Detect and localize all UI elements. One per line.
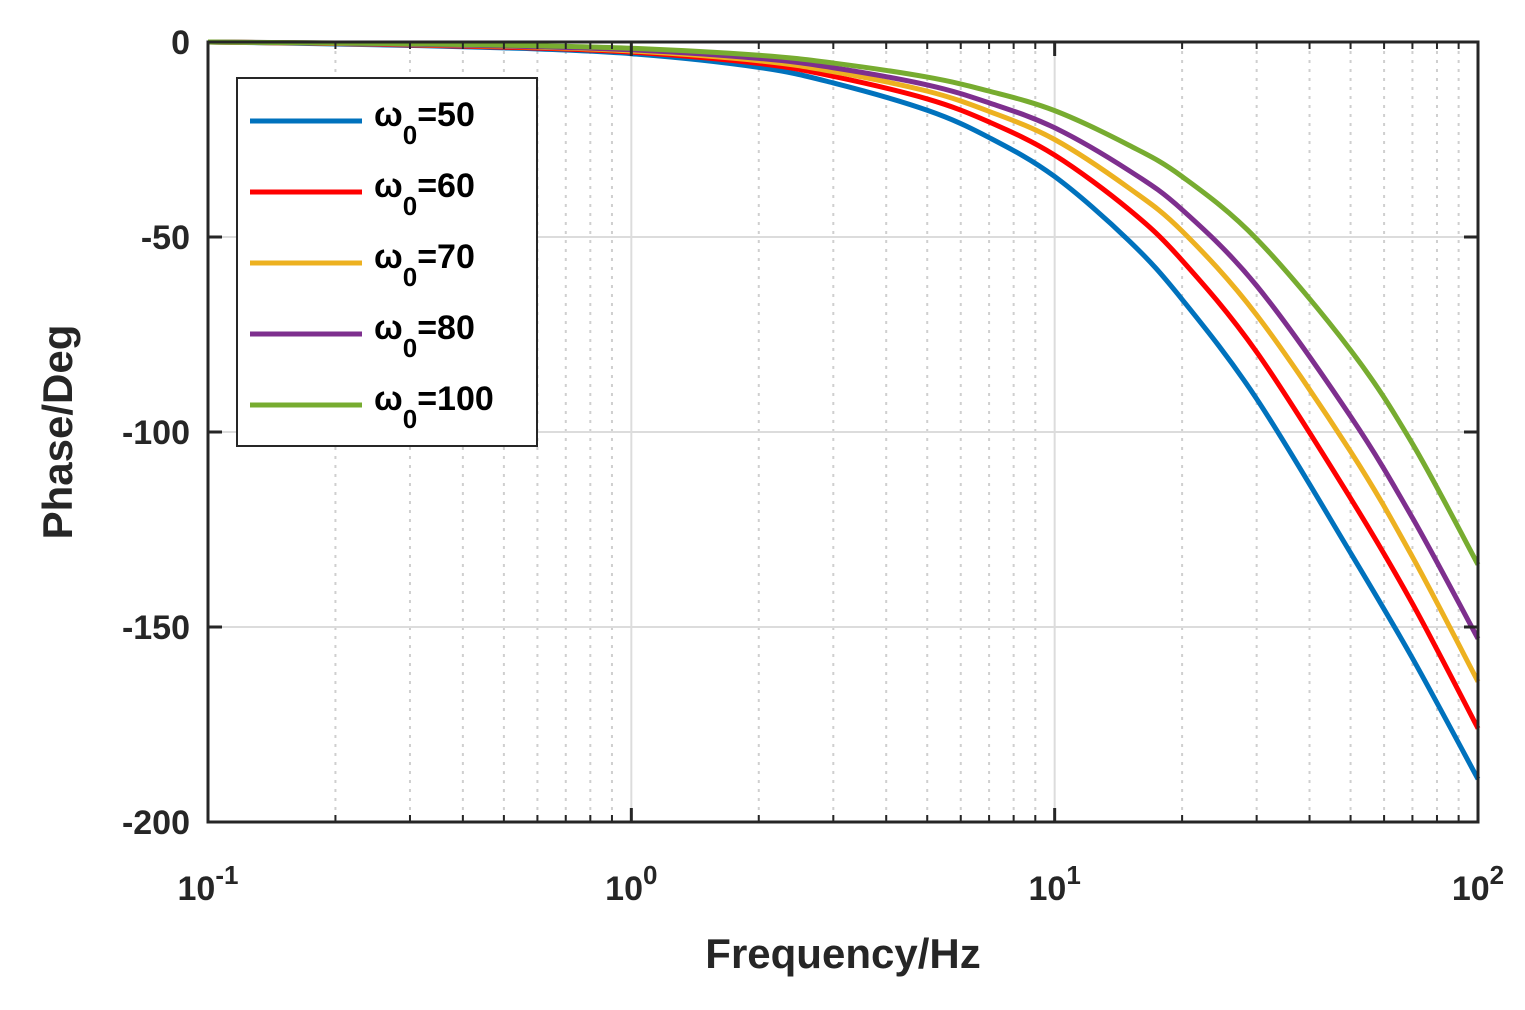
y-axis-title: Phase/Deg bbox=[34, 325, 81, 540]
x-tick-labels: 10-1 100 101 102 bbox=[178, 860, 1505, 908]
y-tick-label: -200 bbox=[122, 804, 190, 842]
x-tick-label: 101 bbox=[1029, 860, 1081, 908]
legend-label-0: ω0=50 bbox=[374, 96, 475, 150]
legend-label-1: ω0=60 bbox=[374, 167, 475, 221]
x-tick-label: 10-1 bbox=[178, 860, 239, 908]
x-tick-label: 100 bbox=[605, 860, 657, 908]
legend-label-3: ω0=80 bbox=[374, 309, 475, 363]
y-tick-label: -100 bbox=[122, 414, 190, 452]
legend-label-4: ω0=100 bbox=[374, 380, 494, 434]
legend: ω0=50 ω0=60 ω0=70 ω0=80 ω0=100 bbox=[236, 77, 538, 447]
y-tick-labels: 0 -50 -100 -150 -200 bbox=[122, 24, 190, 842]
x-tick-label: 102 bbox=[1452, 860, 1504, 908]
y-tick-label: -150 bbox=[122, 609, 190, 647]
x-axis-title: Frequency/Hz bbox=[705, 930, 980, 977]
y-tick-label: -50 bbox=[141, 219, 190, 257]
axis-ticks bbox=[206, 40, 1480, 824]
legend-label-2: ω0=70 bbox=[374, 238, 475, 292]
y-tick-label: 0 bbox=[171, 24, 190, 62]
